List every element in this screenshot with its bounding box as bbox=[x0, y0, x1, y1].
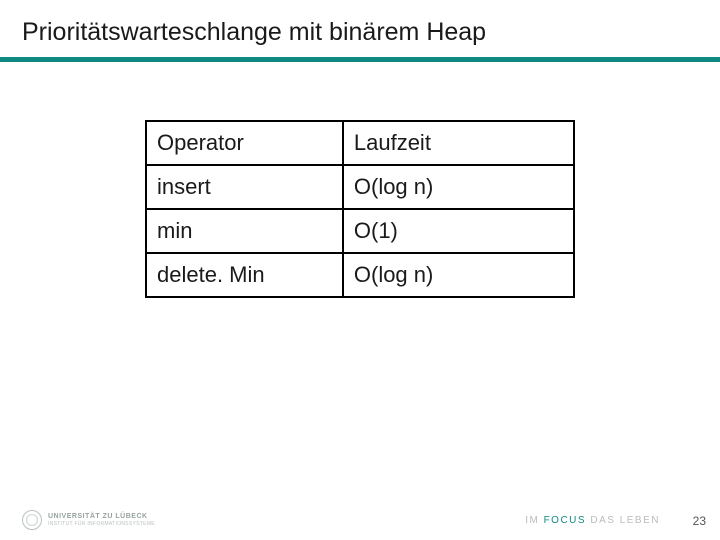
university-name: UNIVERSITÄT ZU LÜBECK bbox=[48, 513, 155, 520]
title-area: Prioritätswarteschlange mit binärem Heap bbox=[0, 0, 720, 47]
page-number: 23 bbox=[693, 514, 706, 528]
content-area: Operator Laufzeit insert O(log n) min O(… bbox=[0, 62, 720, 298]
table-row: delete. Min O(log n) bbox=[146, 253, 574, 297]
cell-runtime: O(log n) bbox=[343, 253, 574, 297]
cell-runtime: O(log n) bbox=[343, 165, 574, 209]
motto-accent: FOCUS bbox=[544, 515, 587, 526]
footer-motto: IM FOCUS DAS LEBEN bbox=[525, 515, 660, 526]
page-title: Prioritätswarteschlange mit binärem Heap bbox=[22, 18, 720, 47]
university-logo: UNIVERSITÄT ZU LÜBECK INSTITUT FÜR INFOR… bbox=[22, 510, 155, 530]
slide: Prioritätswarteschlange mit binärem Heap… bbox=[0, 0, 720, 540]
table-row: min O(1) bbox=[146, 209, 574, 253]
seal-icon bbox=[22, 510, 42, 530]
complexity-table: Operator Laufzeit insert O(log n) min O(… bbox=[145, 120, 575, 298]
cell-operator: min bbox=[146, 209, 343, 253]
table-row: insert O(log n) bbox=[146, 165, 574, 209]
cell-operator: insert bbox=[146, 165, 343, 209]
cell-runtime: O(1) bbox=[343, 209, 574, 253]
cell-operator: delete. Min bbox=[146, 253, 343, 297]
motto-prefix: IM bbox=[525, 515, 543, 526]
institute-name: INSTITUT FÜR INFORMATIONSSYSTEME bbox=[48, 522, 155, 527]
motto-suffix: DAS LEBEN bbox=[586, 515, 660, 526]
table-header-row: Operator Laufzeit bbox=[146, 121, 574, 165]
university-text: UNIVERSITÄT ZU LÜBECK INSTITUT FÜR INFOR… bbox=[48, 513, 155, 527]
table-header-runtime: Laufzeit bbox=[343, 121, 574, 165]
table-header-operator: Operator bbox=[146, 121, 343, 165]
footer: UNIVERSITÄT ZU LÜBECK INSTITUT FÜR INFOR… bbox=[0, 500, 720, 540]
